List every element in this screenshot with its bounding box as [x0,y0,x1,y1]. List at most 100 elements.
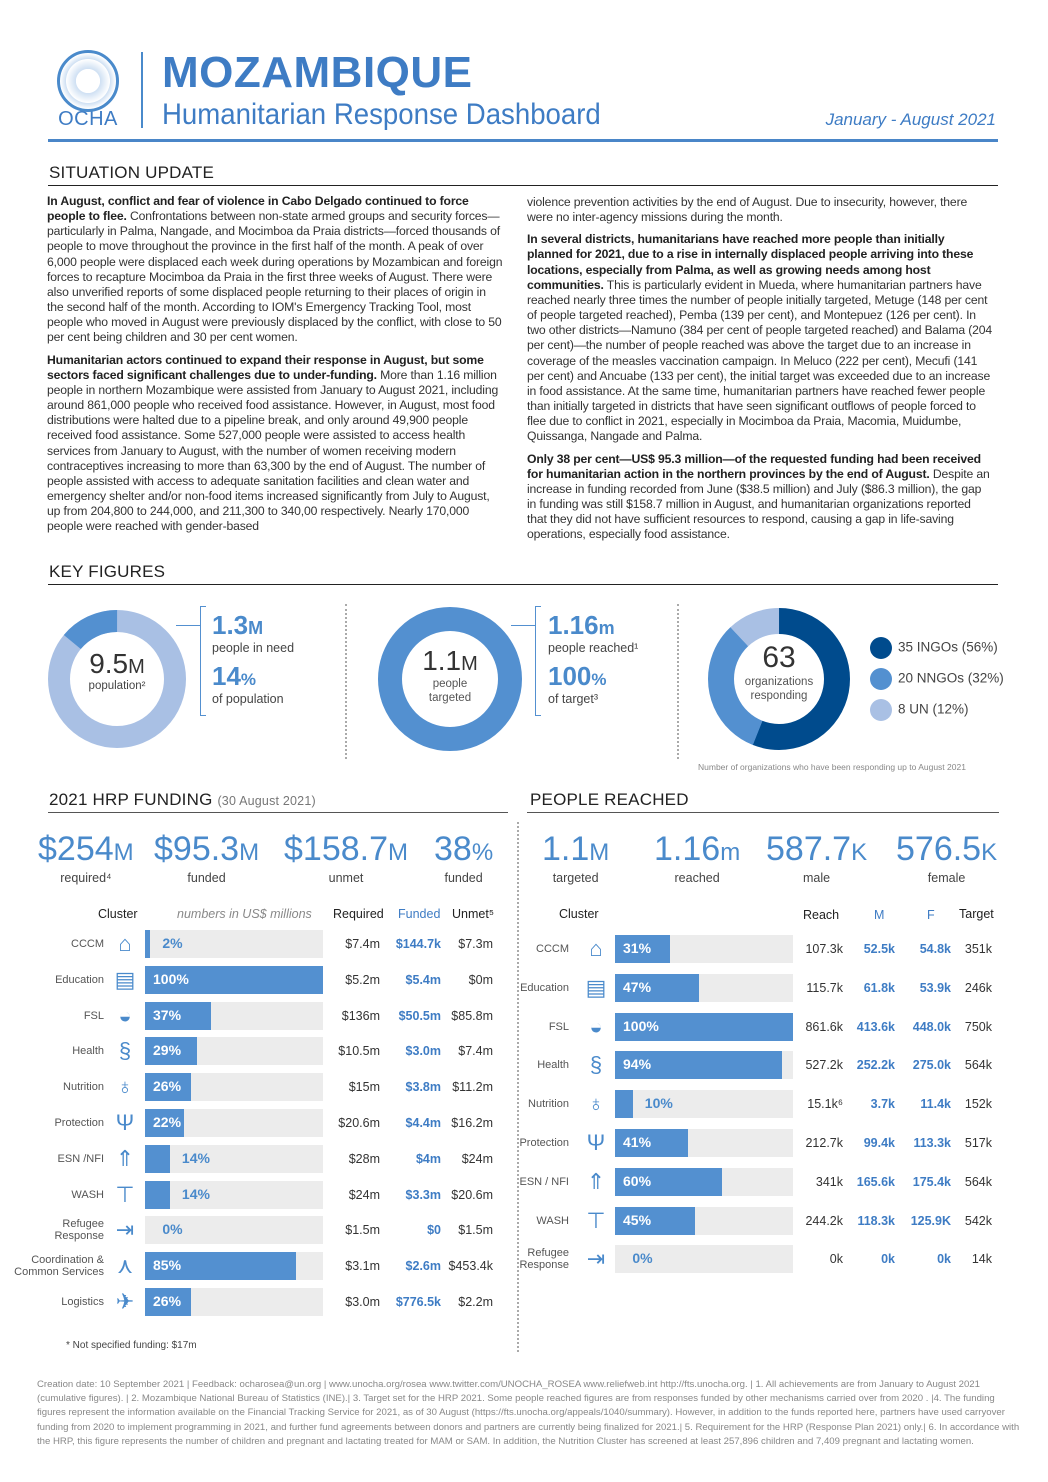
paragraph: Humanitarian actors continued to expand … [47,353,503,535]
target-value: 564k [964,1174,992,1189]
progress-bar: 45% [615,1206,793,1235]
progress-bar: 31% [615,935,793,963]
divider [141,52,143,128]
m-value: 61.8k [863,980,895,995]
stat-unit: M [388,839,408,866]
progress-bar: 14% [145,1144,323,1173]
health-caduceus-icon: § [118,1038,132,1064]
stat-value: $158.7 [284,830,388,868]
organizations-legend: 35 INGOs (56%) 20 NNGOs (32%) 8 UN (12%) [870,637,1004,730]
unmet-value: $20.6m [451,1187,493,1202]
legend-label: 8 UN (12%) [898,701,969,717]
required-value: $3.1m [345,1259,380,1274]
stat-value: 1.16 [654,830,721,868]
legend-swatch [870,699,892,721]
reach-value: 212.7k [805,1136,843,1150]
protection-hands-icon: Ψ [115,1110,135,1135]
unit: M [128,656,145,678]
col-male: M [874,908,885,922]
funded-value: $144.7k [395,937,441,951]
value: 1.1 [422,645,462,676]
table-row: Refugee Response ⇥ 0% 0k 0k 0k 14k [0,1245,1048,1274]
progress-fill [145,1144,170,1173]
donut-ring [378,607,522,751]
divider [48,584,998,585]
progress-label: 0% [632,1250,653,1267]
progress-fill [615,973,699,1002]
cluster-label: CCCM [71,938,104,950]
reach-value: 244.2k [805,1213,843,1228]
m-value: 252.2k [856,1058,895,1073]
progress-fill [145,930,151,958]
body: Despite an increase in funding recorded … [527,466,990,542]
label: people [432,678,468,690]
camp-icon: ⌂ [118,931,132,956]
table-row: WASH ⊤ 14% $24m $3.3m $20.6m [0,1180,1048,1209]
protection-hands-icon: Ψ [586,1130,606,1155]
stat: 38% funded [434,832,493,885]
required-value: $28m [348,1151,380,1166]
reach-value: 341k [815,1174,843,1189]
organizations-note: Number of organizations who have been re… [698,762,966,772]
table-row: CCCM ⌂ 2% $7.4m $144.7k $7.3m [0,930,1048,958]
progress-label: 14% [181,1149,210,1166]
target-value: 517k [964,1136,992,1150]
stat-unit: M [589,839,610,866]
target-value: 14k [971,1252,992,1267]
value: 1.3 [212,610,249,640]
progress-fill [615,1206,696,1235]
progress-bar: 60% [615,1167,793,1196]
cluster-label: FSL [548,1020,569,1033]
required-value: $136m [341,1008,380,1023]
table-row: Nutrition ♁ 26% $15m $3.8m $11.2m [0,1073,1048,1102]
ocha-logo: OCHA [52,50,124,131]
col-reach: Reach [803,908,840,922]
funded-value: $3.8m [405,1080,441,1095]
divider [48,185,998,186]
stat-unit: % [471,839,494,866]
divider [677,604,679,759]
stat-value: $254 [38,830,114,868]
progress-label: 2% [162,935,183,951]
reach-value: 115.7k [806,980,843,995]
label: responding [750,690,808,702]
required-value: $15m [348,1080,380,1095]
col-cluster: Cluster [559,907,599,921]
required-value: $5.2m [345,972,380,987]
population-donut [48,610,186,748]
progress-bar: 10% [615,1090,793,1119]
progress-label: 45% [623,1211,652,1228]
progress-fill [145,965,323,994]
progress-fill [615,1090,633,1119]
stat-label: funded [187,871,226,885]
page-subtitle: Humanitarian Response Dashboard [162,98,601,131]
stat-value: 1.1 [542,830,590,868]
progress-bar: 100% [615,1012,793,1041]
donut-segment [708,607,850,750]
stat-label: reached [674,871,720,885]
progress-bar: 14% [145,1180,323,1209]
progress-bar: 26% [145,1288,323,1316]
legend-item: 8 UN (12%) [870,699,1004,721]
progress-fill [145,1288,192,1316]
unmet-value: $453.4k [448,1259,493,1274]
label: of population [212,692,284,706]
table-row: CCCM ⌂ 31% 107.3k 52.5k 54.8k 351k [0,935,1048,963]
table-row: Coordination & Common Services ⋏ 85% $3.1m $… [0,1252,1048,1281]
food-bowl-icon: ◒ [589,1013,603,1039]
progress-bar: 85% [145,1252,323,1281]
unmet-value: $0m [468,972,493,987]
funded-value: $776.5k [395,1295,441,1309]
population-figure: 9.5M population² [47,648,187,692]
water-tap-icon: ⊤ [115,1181,135,1207]
stat-label: female [927,871,966,885]
f-value: 175.4k [912,1174,951,1189]
lead: In August, conflict and fear of violence… [47,194,469,224]
funded-value: $2.6m [405,1259,441,1274]
water-tap-icon: ⊤ [586,1207,606,1233]
table-row: FSL ◒ 100% 861.6k 413.6k 448.0k 750k [0,1012,1048,1041]
people-stats: 1.1M targeted 1.16m reached 587.7K male 576.5K… [530,832,1000,892]
divider [517,822,519,1352]
legend-item: 20 NNGOs (32%) [870,668,1004,690]
body: This is particularly evident in Mueda, w… [527,277,993,444]
